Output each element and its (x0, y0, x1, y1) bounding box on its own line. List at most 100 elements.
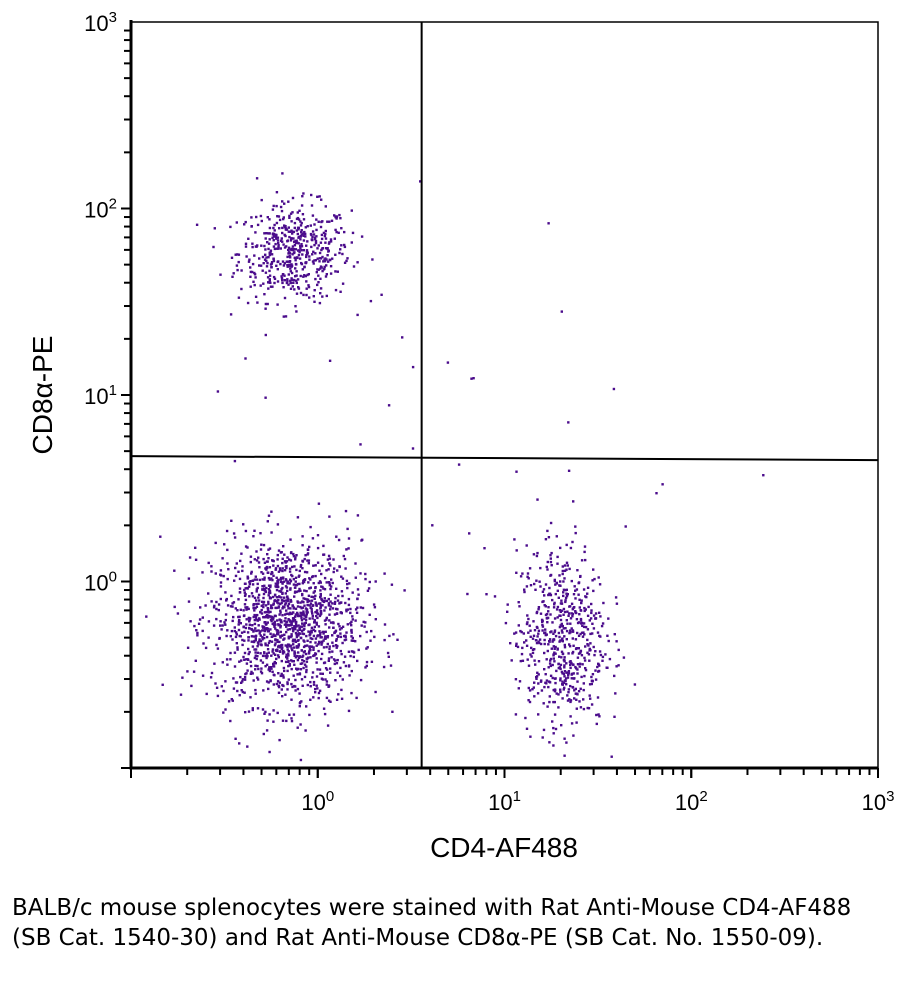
data-point (233, 579, 236, 582)
data-point (303, 266, 306, 269)
data-point (296, 687, 300, 691)
data-point (281, 646, 284, 649)
data-point (295, 281, 298, 285)
data-point (173, 605, 176, 609)
data-point (587, 653, 591, 656)
data-point (615, 602, 619, 605)
data-point (238, 694, 241, 697)
data-point (559, 667, 562, 671)
data-point (574, 638, 578, 641)
data-point (312, 646, 315, 649)
data-point (590, 609, 593, 612)
data-point (374, 690, 377, 694)
data-point (294, 256, 297, 260)
data-point (260, 667, 263, 670)
data-point (583, 659, 587, 662)
data-point (307, 630, 310, 633)
data-point (340, 244, 343, 247)
data-point (306, 639, 309, 642)
data-point (565, 638, 568, 641)
data-point (319, 610, 322, 613)
data-point (271, 618, 275, 621)
data-point (347, 547, 350, 550)
data-point (288, 251, 291, 254)
data-point (334, 659, 337, 662)
data-point (335, 698, 339, 701)
data-point (289, 267, 292, 270)
data-point (343, 655, 347, 658)
data-point (251, 579, 255, 582)
data-point (317, 649, 320, 653)
data-point (577, 652, 581, 655)
data-point (274, 233, 277, 236)
data-point (324, 237, 328, 240)
data-point (356, 606, 359, 609)
data-point (300, 678, 304, 681)
data-point (263, 587, 266, 590)
data-point (333, 214, 336, 217)
data-point (292, 552, 295, 556)
data-point (259, 548, 263, 551)
data-point (268, 639, 271, 643)
data-point (578, 665, 581, 668)
data-point (238, 591, 242, 594)
data-point (576, 693, 579, 696)
data-point (365, 630, 368, 634)
data-point (233, 536, 237, 539)
data-point (204, 604, 207, 607)
data-point (592, 627, 596, 630)
data-point (282, 605, 285, 608)
data-point (251, 708, 254, 712)
data-point (277, 644, 281, 648)
data-point (312, 591, 315, 594)
data-point (350, 629, 353, 632)
data-point (159, 535, 162, 538)
data-point (361, 606, 365, 610)
data-point (325, 599, 329, 603)
data-point (293, 652, 296, 655)
data-point (561, 680, 564, 683)
data-point (559, 679, 562, 682)
data-point (544, 628, 547, 631)
data-point (302, 632, 306, 636)
data-point (248, 650, 251, 654)
data-point (582, 707, 586, 711)
data-point (356, 514, 360, 517)
data-point (583, 656, 586, 660)
data-point (216, 390, 220, 393)
data-point (293, 226, 296, 230)
data-point (291, 660, 294, 663)
data-point (549, 557, 552, 560)
data-point (300, 629, 304, 633)
data-point (302, 651, 306, 654)
data-point (572, 644, 575, 647)
data-point (312, 683, 316, 686)
data-point (263, 636, 266, 640)
data-point (543, 685, 546, 689)
data-point (325, 264, 328, 267)
data-point (288, 664, 291, 667)
data-point (329, 605, 332, 608)
data-point (571, 612, 575, 616)
data-point (254, 654, 257, 657)
data-point (249, 672, 253, 675)
data-point (313, 629, 317, 633)
data-point (264, 271, 268, 274)
data-point (249, 285, 252, 288)
data-point (282, 684, 285, 688)
data-point (251, 583, 255, 586)
data-point (525, 644, 529, 647)
data-point (315, 623, 318, 626)
data-point (242, 655, 245, 659)
data-point (296, 232, 299, 236)
data-point (307, 273, 310, 276)
data-point (584, 558, 587, 562)
data-point (244, 672, 247, 676)
data-point (614, 596, 618, 599)
data-point (314, 564, 317, 567)
data-point (236, 646, 239, 649)
data-point (309, 606, 312, 609)
tick-exponent: 1 (109, 382, 117, 399)
data-point (254, 615, 258, 619)
data-point (278, 567, 282, 570)
